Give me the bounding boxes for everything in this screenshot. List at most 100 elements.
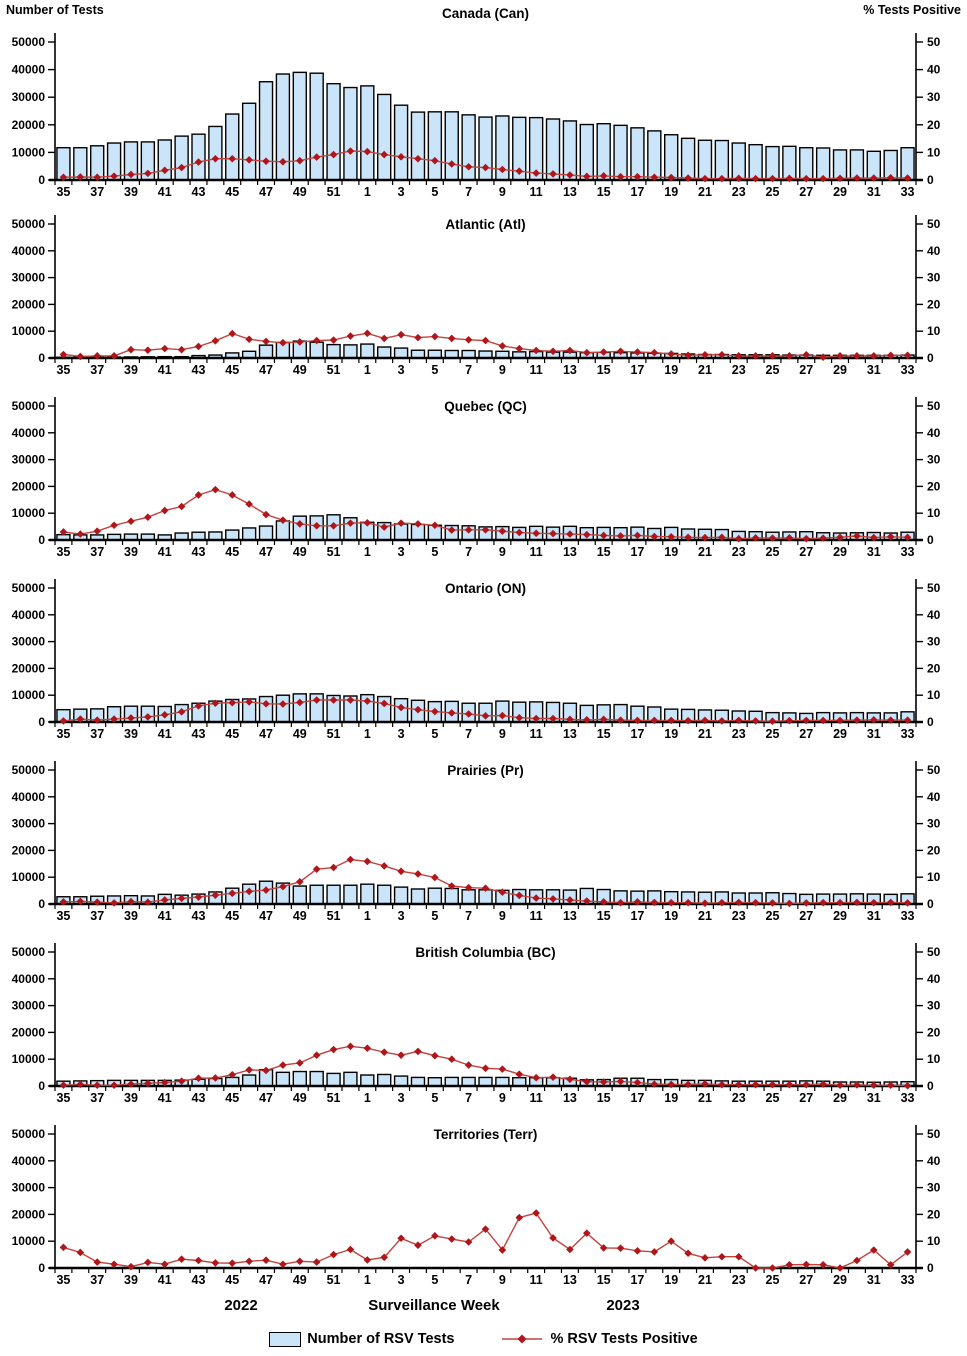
pct-positive-marker: [380, 1253, 389, 1262]
pct-positive-marker: [549, 347, 557, 356]
pct-positive-marker: [684, 716, 692, 725]
y-tick-label-left: 20000: [12, 1025, 46, 1039]
x-tick-label: 35: [56, 1273, 70, 1287]
pct-positive-marker: [599, 348, 608, 356]
pct-positive-marker: [110, 352, 118, 360]
x-tick-label: 25: [766, 185, 780, 199]
pct-positive-marker: [701, 1254, 709, 1262]
x-tick-label: 23: [732, 1273, 746, 1287]
x-tick-label: 45: [225, 185, 239, 199]
pct-positive-marker: [93, 898, 102, 906]
y-tick-label-right: 20: [927, 297, 941, 311]
y-tick-label-right: 20: [927, 1025, 941, 1039]
pct-positive-marker: [751, 534, 760, 542]
pct-positive-marker: [144, 169, 152, 178]
y-tick-label-right: 40: [927, 790, 941, 804]
tests-bar: [664, 134, 679, 181]
x-tick-label: 33: [901, 727, 915, 741]
pct-positive-marker: [633, 898, 642, 906]
pct-positive-marker: [431, 707, 439, 716]
x-tick-label: 9: [499, 909, 506, 923]
x-tick-label: 21: [698, 185, 712, 199]
y-tick-label-right: 50: [927, 763, 941, 777]
legend-line-swatch: [502, 1334, 543, 1344]
pct-positive-marker: [177, 1077, 186, 1085]
tests-bar: [410, 111, 426, 181]
x-tick-label: 7: [465, 363, 472, 377]
y-tick-label-left: 30000: [12, 453, 46, 467]
x-tick-label: 49: [293, 363, 307, 377]
x-tick-label: 5: [431, 363, 438, 377]
pct-positive-marker: [262, 157, 270, 166]
x-tick-label: 45: [225, 909, 239, 923]
x-tick-label: 15: [597, 545, 611, 559]
pct-positive-marker: [346, 1245, 355, 1254]
y-tick-label-right: 30: [927, 271, 941, 285]
pct-positive-marker: [599, 715, 608, 724]
x-tick-label: 43: [192, 909, 206, 923]
x-tick-label: 41: [158, 727, 172, 741]
pct-positive-marker: [869, 1081, 878, 1089]
x-tick-label: 41: [158, 909, 172, 923]
pct-positive-marker: [515, 528, 524, 537]
y-tick-label-right: 10: [927, 506, 941, 520]
x-tick-label: 25: [766, 1091, 780, 1105]
pct-positive-marker: [431, 1232, 439, 1240]
pct-positive-marker: [279, 1260, 287, 1269]
pct-positive-marker: [751, 898, 760, 907]
x-tick-label: 43: [192, 1273, 206, 1287]
x-tick-label: 31: [867, 727, 881, 741]
pct-positive-marker: [599, 1244, 608, 1252]
tests-bar: [174, 135, 189, 181]
pct-positive-marker: [262, 337, 270, 346]
pct-positive-marker: [886, 1260, 895, 1269]
y-tick-label-left: 50000: [12, 581, 46, 595]
tests-bar: [613, 124, 628, 181]
pct-positive-marker: [447, 1055, 456, 1063]
x-tick-label: 11: [530, 545, 543, 559]
x-tick-label: 17: [630, 545, 644, 559]
pct-positive-marker: [549, 714, 557, 723]
pct-positive-marker: [785, 1080, 794, 1089]
x-tick-label: 5: [431, 545, 438, 559]
pct-positive-marker: [295, 698, 304, 707]
x-tick-label: 47: [259, 363, 273, 377]
x-tick-label: 17: [630, 727, 644, 741]
y-tick-label-right: 40: [927, 972, 941, 986]
x-tick-label: 29: [833, 727, 847, 741]
tests-bar: [292, 885, 307, 905]
pct-positive-marker: [802, 350, 811, 359]
x-tick-label: 43: [192, 185, 206, 199]
legend-item-tests: Number of RSV Tests: [269, 1331, 454, 1347]
pct-positive-marker: [431, 873, 439, 882]
x-tick-label: 51: [327, 727, 341, 741]
x-tick-label: 39: [124, 363, 138, 377]
pct-positive-marker: [853, 898, 861, 907]
pct-positive-marker: [59, 717, 68, 725]
x-tick-label: 43: [192, 545, 206, 559]
x-tick-label: 11: [530, 1091, 543, 1105]
pct-positive-marker: [279, 157, 287, 166]
tests-bar: [258, 344, 274, 359]
x-tick-label: 17: [630, 909, 644, 923]
pct-positive-marker: [599, 172, 608, 180]
tests-bar: [360, 1074, 375, 1087]
x-tick-label: 37: [90, 909, 104, 923]
x-tick-label: 33: [901, 1273, 915, 1287]
y-tick-label-left: 40000: [12, 244, 46, 258]
tests-bar: [714, 139, 730, 181]
pct-positive-marker: [616, 716, 625, 724]
x-tick-label: 41: [158, 363, 172, 377]
pct-positive-marker: [194, 158, 203, 166]
pct-positive-marker: [684, 533, 692, 542]
pct-positive-marker: [734, 898, 743, 907]
pct-positive-marker: [59, 350, 68, 359]
pct-positive-marker: [667, 532, 676, 541]
x-tick-label: 3: [398, 909, 405, 923]
tests-bar: [292, 1070, 307, 1087]
pct-positive-marker: [718, 533, 726, 542]
x-tick-label: 15: [597, 1273, 611, 1287]
x-tick-label: 27: [799, 909, 813, 923]
tests-bar: [326, 82, 341, 181]
tests-bar: [343, 344, 358, 359]
